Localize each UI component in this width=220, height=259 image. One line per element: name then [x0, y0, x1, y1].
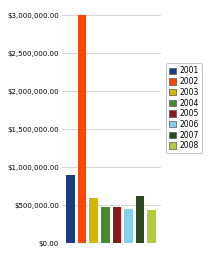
Bar: [124, 209, 133, 243]
Bar: [78, 15, 86, 243]
Bar: [113, 207, 121, 243]
Bar: [136, 196, 145, 243]
Legend: 2001, 2002, 2003, 2004, 2005, 2006, 2007, 2008: 2001, 2002, 2003, 2004, 2005, 2006, 2007…: [166, 63, 202, 153]
Bar: [89, 198, 98, 243]
Bar: [66, 175, 75, 243]
Bar: [147, 210, 156, 243]
Bar: [101, 207, 110, 243]
